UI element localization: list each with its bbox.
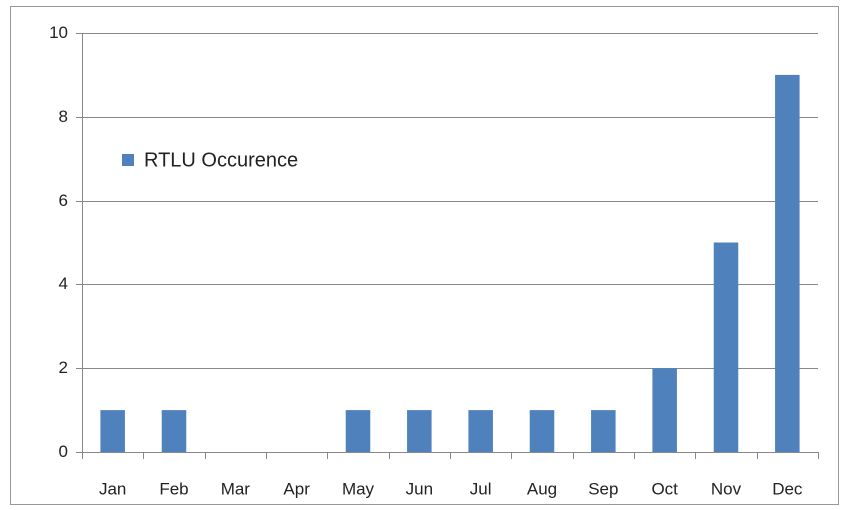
- bar: [407, 410, 432, 452]
- y-tick-label: 4: [59, 274, 68, 293]
- y-tick-label: 10: [49, 23, 68, 42]
- bar: [345, 410, 371, 452]
- x-tick-label: Feb: [159, 479, 188, 498]
- y-tick-label: 6: [59, 191, 68, 210]
- x-tick-label: Jan: [99, 479, 126, 498]
- bar: [713, 242, 739, 452]
- bar: [161, 410, 187, 452]
- y-tick-label: 0: [59, 442, 68, 461]
- bar: [652, 368, 677, 452]
- bar: [100, 410, 125, 452]
- x-tick-label: Sep: [588, 479, 618, 498]
- x-tick-label: Nov: [711, 479, 742, 498]
- x-tick-label: Jul: [470, 479, 492, 498]
- bar: [529, 410, 555, 452]
- legend-swatch: [122, 154, 134, 166]
- y-tick-label: 2: [59, 358, 68, 377]
- x-tick-label: Apr: [283, 479, 310, 498]
- bar: [591, 410, 616, 452]
- y-tick-label: 8: [59, 107, 68, 126]
- bar: [775, 74, 800, 453]
- x-tick-label: Dec: [772, 479, 803, 498]
- x-tick-label: May: [342, 479, 375, 498]
- x-tick-label: Jun: [406, 479, 433, 498]
- x-tick-label: Oct: [651, 479, 678, 498]
- x-tick-label: Aug: [527, 479, 557, 498]
- bar: [468, 410, 493, 452]
- legend-label: RTLU Occurence: [144, 149, 298, 171]
- x-tick-label: Mar: [221, 479, 251, 498]
